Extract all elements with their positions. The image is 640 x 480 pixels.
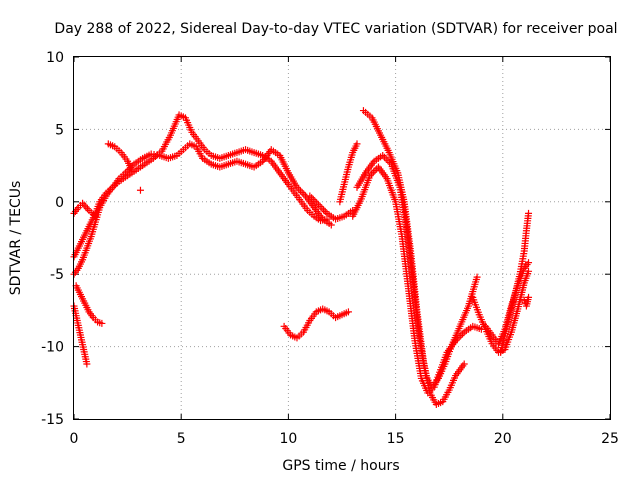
series-arc10 — [336, 140, 361, 206]
data-point — [473, 273, 481, 281]
data-point — [460, 360, 468, 368]
series-arc7 — [136, 186, 144, 194]
x-tick-label: 15 — [387, 431, 405, 447]
tick-labels: 0 5 10 15 20 25 -15 -10 -5 0 5 10 — [41, 50, 619, 447]
series-arc3 — [70, 199, 99, 220]
series-arc14 — [469, 267, 533, 356]
grid — [74, 57, 610, 419]
x-tick-label: 5 — [177, 431, 186, 447]
data-point — [321, 208, 329, 216]
data-point — [327, 221, 335, 229]
y-tick-label: 0 — [55, 195, 64, 211]
series-arc9 — [306, 192, 357, 223]
y-axis-label: SDTVAR / TECUs — [8, 181, 24, 296]
y-tick-label: 10 — [46, 50, 64, 66]
data-point — [83, 360, 91, 368]
series-arc5 — [70, 302, 91, 368]
data-point — [83, 205, 91, 213]
data-point — [136, 186, 144, 194]
data-point — [91, 212, 99, 220]
x-tick-label: 25 — [601, 431, 619, 447]
x-axis-label: GPS time / hours — [282, 458, 399, 474]
series-arc4 — [72, 282, 106, 327]
series-arc11 — [359, 107, 468, 409]
data-point — [300, 190, 308, 198]
data-point — [369, 168, 377, 176]
data-point — [371, 167, 379, 175]
series-arc1 — [70, 111, 331, 261]
data-point — [316, 202, 324, 210]
series-arc8 — [280, 305, 352, 342]
data-point — [320, 206, 328, 214]
data-point — [128, 166, 136, 174]
data-point — [82, 203, 90, 211]
data-point — [318, 204, 326, 212]
data-point — [98, 319, 106, 327]
data-point — [525, 209, 533, 217]
data-point — [344, 308, 352, 316]
series-arc6 — [104, 140, 136, 174]
x-tick-label: 10 — [279, 431, 297, 447]
y-tick-label: -10 — [41, 340, 64, 356]
x-tick-label: 20 — [494, 431, 512, 447]
plot-frame — [73, 56, 611, 420]
data-point — [525, 293, 533, 301]
series-arc13 — [349, 163, 485, 397]
y-tick-label: -5 — [50, 267, 64, 283]
y-tick-label: -15 — [41, 412, 64, 428]
chart-title: Day 288 of 2022, Sidereal Day-to-day VTE… — [54, 21, 617, 37]
series-arc16 — [497, 209, 533, 356]
data-point — [525, 259, 533, 267]
data-point — [353, 140, 361, 148]
series-arc2 — [70, 140, 335, 278]
data-series — [70, 107, 533, 409]
series-arc17 — [520, 293, 533, 310]
y-tick-label: 5 — [55, 122, 64, 138]
x-tick-label: 0 — [70, 431, 79, 447]
